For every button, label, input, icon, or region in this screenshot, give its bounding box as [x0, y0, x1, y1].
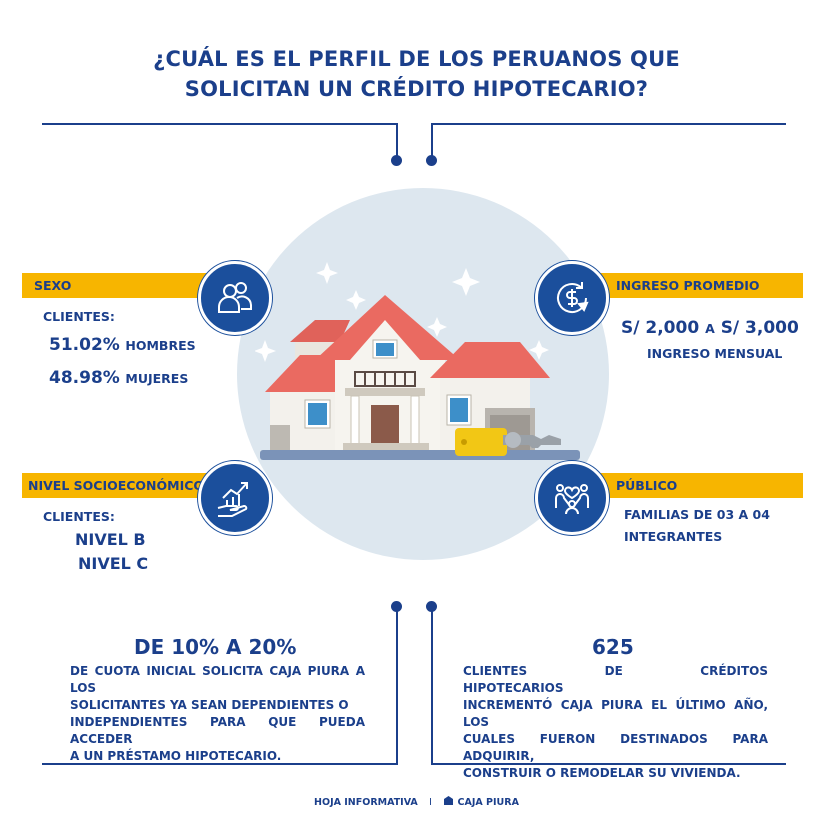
ingreso-label: INGRESO PROMEDIO	[616, 278, 760, 293]
publico-line1: FAMILIAS DE 03 A 04	[624, 507, 770, 522]
sexo-sub: CLIENTES:	[43, 309, 115, 324]
sexo-men-row: 51.02% HOMBRES	[49, 335, 196, 355]
money-cycle-icon	[557, 282, 589, 313]
bottom-right-line	[431, 763, 786, 765]
nivel-bar	[22, 473, 232, 498]
footer: HOJA INFORMATIVA I CAJA PIURA	[0, 796, 833, 808]
publico-line2: INTEGRANTES	[624, 529, 723, 544]
sparkle-icon	[255, 262, 549, 362]
footer-left: HOJA INFORMATIVA	[314, 797, 418, 808]
men-value: 51.02%	[49, 335, 120, 355]
footer-sep: I	[429, 797, 432, 808]
nivel-sub: CLIENTES:	[43, 509, 115, 524]
top-left-vline	[396, 123, 398, 159]
ingreso-range: S/ 2,000 A S/ 3,000	[621, 318, 799, 338]
ingreso-from: S/ 2,000	[621, 318, 700, 338]
clientes-line-1: CLIENTES DE CRÉDITOS HIPOTECARIOS	[463, 664, 768, 695]
bottom-left-line	[42, 763, 398, 765]
sexo-women-row: 48.98% MUJERES	[49, 368, 188, 388]
nivel-b: NIVEL B	[75, 530, 146, 549]
publico-icon-circle	[535, 461, 609, 535]
cuota-headline: DE 10% A 20%	[134, 635, 297, 659]
clientes-line-4: CONSTRUIR O REMODELAR SU VIVIENDA.	[463, 766, 741, 780]
key-icon	[455, 428, 561, 456]
publico-label: PÚBLICO	[616, 478, 678, 493]
cuota-paragraph: DE CUOTA INICIAL SOLICITA CAJA PIURA A L…	[70, 663, 365, 765]
clientes-line-3: CUALES FUERON DESTINADOS PARA ADQUIRIR,	[463, 732, 768, 763]
page-title: ¿CUÁL ES EL PERFIL DE LOS PERUANOS QUE S…	[0, 44, 833, 104]
people-icon	[218, 282, 252, 313]
title-line-2: SOLICITAN UN CRÉDITO HIPOTECARIO?	[184, 77, 649, 101]
title-line-1: ¿CUÁL ES EL PERFIL DE LOS PERUANOS QUE	[153, 47, 680, 71]
cuota-line-1: DE CUOTA INICIAL SOLICITA CAJA PIURA A L…	[70, 664, 365, 695]
family-icon	[555, 484, 589, 515]
top-left-line	[42, 123, 397, 125]
bottom-left-vline	[396, 605, 398, 764]
sexo-bar	[22, 273, 232, 298]
top-left-dot	[391, 155, 402, 166]
caja-piura-logo-icon	[444, 796, 454, 805]
men-label: HOMBRES	[125, 338, 196, 353]
nivel-label: NIVEL SOCIOECONÓMICO	[28, 478, 205, 493]
ingreso-sub: INGRESO MENSUAL	[647, 346, 783, 361]
top-right-dot	[426, 155, 437, 166]
women-value: 48.98%	[49, 368, 120, 388]
publico-bar	[590, 473, 803, 498]
cuota-line-2: SOLICITANTES YA SEAN DEPENDIENTES O	[70, 698, 349, 712]
top-right-vline	[431, 123, 433, 159]
ingreso-to: S/ 3,000	[720, 318, 799, 338]
top-right-line	[431, 123, 786, 125]
growth-hand-icon	[217, 482, 248, 517]
clientes-headline: 625	[592, 635, 634, 659]
ingreso-icon-circle	[535, 261, 609, 335]
cuota-line-3: INDEPENDIENTES PARA QUE PUEDA ACCEDER	[70, 715, 365, 746]
nivel-icon-circle	[198, 461, 272, 535]
nivel-c: NIVEL C	[78, 554, 149, 573]
sexo-icon-circle	[198, 261, 272, 335]
brand-name: CAJA PIURA	[457, 797, 519, 808]
ingreso-bar	[590, 273, 803, 298]
bottom-right-vline	[431, 605, 433, 764]
clientes-paragraph: CLIENTES DE CRÉDITOS HIPOTECARIOS INCREM…	[463, 663, 768, 782]
ingreso-connector: A	[705, 321, 715, 336]
sexo-label: SEXO	[34, 278, 72, 293]
clientes-line-2: INCREMENTÓ CAJA PIURA EL ÚLTIMO AÑO, LOS	[463, 698, 768, 729]
cuota-line-4: A UN PRÉSTAMO HIPOTECARIO.	[70, 749, 282, 763]
brand-logo: CAJA PIURA	[443, 796, 519, 808]
house-illustration	[255, 262, 580, 460]
women-label: MUJERES	[125, 371, 189, 386]
